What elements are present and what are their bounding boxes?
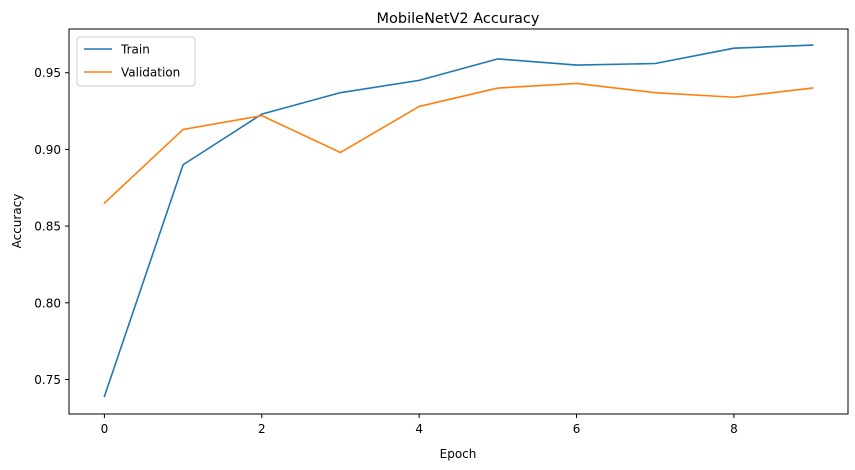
legend: Train Validation — [76, 36, 196, 87]
y-tick-label: 0.85 — [34, 220, 61, 234]
x-tick-label: 4 — [415, 422, 423, 436]
x-tick-label: 0 — [101, 422, 109, 436]
series-line-train — [103, 44, 814, 398]
x-axis-label: Epoch — [440, 447, 477, 461]
chart-title: MobileNetV2 Accuracy — [377, 11, 540, 27]
y-axis-label: Accuracy — [10, 194, 24, 249]
x-tick-label: 6 — [573, 422, 581, 436]
plot-frame — [68, 28, 849, 415]
x-tick-label: 2 — [258, 422, 266, 436]
y-tick-label: 0.95 — [34, 66, 61, 80]
x-tick-label: 8 — [730, 422, 738, 436]
x-axis-ticks: 0 2 4 6 8 — [101, 414, 738, 436]
legend-train-label: Train — [120, 43, 150, 57]
y-axis-ticks: 0.75 0.80 0.85 0.90 0.95 — [34, 66, 69, 387]
series-layer — [103, 44, 814, 398]
legend-validation-label: Validation — [121, 66, 180, 80]
y-tick-label: 0.80 — [34, 296, 61, 310]
y-tick-label: 0.90 — [34, 143, 61, 157]
series-line-validation — [103, 82, 814, 205]
y-tick-label: 0.75 — [34, 373, 61, 387]
